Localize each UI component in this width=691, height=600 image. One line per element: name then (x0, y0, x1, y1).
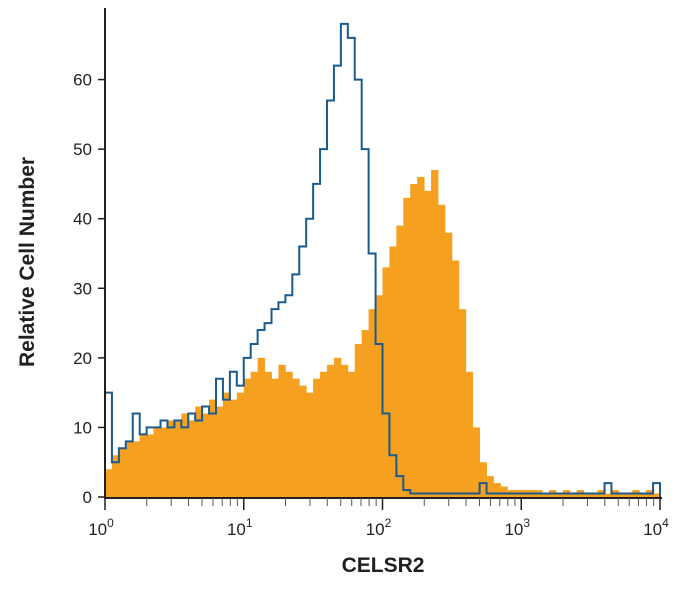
histogram-bar (118, 448, 127, 497)
histogram-bar (396, 225, 404, 497)
histogram-bar (465, 371, 474, 497)
histogram-bar (542, 493, 550, 497)
histogram-bar (438, 204, 446, 498)
y-tick-label: 50 (73, 140, 92, 159)
histogram-bar (202, 413, 210, 497)
histogram-bar (181, 413, 189, 497)
histogram-bar (167, 420, 175, 497)
x-tick-label: 101 (227, 516, 253, 539)
histogram-bar (250, 371, 259, 497)
histogram-bar (479, 462, 487, 497)
histogram-bar (583, 493, 592, 497)
histogram-bar (354, 343, 363, 497)
histogram-bar (292, 378, 300, 497)
histogram-bar (105, 469, 113, 497)
histogram-bar (271, 378, 279, 497)
histogram-bar (257, 357, 265, 497)
histogram-bar (493, 483, 501, 497)
histogram-bar (458, 309, 467, 497)
histogram-bar (368, 309, 376, 497)
histogram-bar (361, 330, 370, 497)
histogram-bar (216, 406, 224, 497)
histogram-bar (111, 455, 120, 497)
y-ticks: 0 10 20 30 40 50 60 (73, 71, 105, 507)
histogram-bar (486, 476, 494, 497)
histogram-bar (653, 493, 661, 497)
y-tick-label: 40 (73, 210, 92, 229)
y-tick-label: 0 (83, 488, 92, 507)
histogram-bar (451, 260, 460, 497)
histogram-bar (569, 493, 578, 497)
y-tick-label: 30 (73, 279, 92, 298)
y-tick-label: 60 (73, 71, 92, 90)
histogram-bar (444, 232, 453, 497)
histogram-bar (389, 246, 397, 497)
histogram-bar (618, 493, 626, 497)
histogram-bar (146, 434, 154, 497)
y-tick-label: 20 (73, 349, 92, 368)
histogram-bar (306, 392, 314, 497)
histogram-bar (403, 197, 411, 498)
histogram-bar (229, 399, 238, 497)
histogram-bar (313, 378, 321, 497)
histogram-bar (125, 441, 134, 497)
histogram-bar (243, 378, 252, 497)
histogram-bar (424, 190, 432, 497)
histogram-bar (590, 493, 598, 497)
y-tick-label: 10 (73, 418, 92, 437)
histogram-bar (604, 493, 612, 497)
histogram-bar (278, 364, 286, 497)
x-tick-label: 100 (88, 516, 114, 539)
histogram-bar (222, 392, 231, 497)
histogram-bar (139, 434, 148, 497)
histogram-bar (639, 493, 647, 497)
histogram-bar (236, 392, 245, 497)
histogram-bar (500, 486, 508, 497)
plot-area (104, 22, 661, 498)
histogram-bar (625, 493, 633, 497)
histogram-bar (188, 420, 196, 497)
histogram-bar (431, 170, 439, 497)
y-axis-label: Relative Cell Number (16, 157, 39, 367)
x-tick-label: 103 (504, 516, 530, 539)
x-axis-label: CELSR2 (342, 554, 425, 577)
histogram-bar (320, 371, 328, 497)
histogram-bar (264, 371, 272, 497)
histogram-bar (327, 364, 335, 497)
histogram-bar (299, 385, 307, 497)
histogram-bar (153, 427, 161, 497)
histogram-bar (375, 295, 383, 497)
isotype-histogram-line (104, 22, 661, 497)
histogram-bar (340, 364, 349, 497)
histogram-bar (209, 399, 217, 497)
x-ticks: 100 101 102 103 104 (88, 498, 669, 539)
histogram-bar (333, 357, 342, 497)
histogram-bar (285, 371, 293, 497)
x-tick-label: 102 (366, 516, 392, 539)
histogram-bar (410, 183, 418, 497)
histogram-bar (555, 493, 564, 497)
histogram-bar (472, 427, 481, 497)
histogram-bar (195, 406, 203, 497)
histogram-bar (347, 371, 356, 497)
histogram-bar (417, 176, 425, 497)
x-tick-label: 104 (643, 516, 669, 539)
histogram-bar (160, 427, 168, 497)
histogram-bar (132, 441, 141, 497)
histogram-bar (174, 420, 182, 497)
histogram-bar (382, 267, 390, 497)
